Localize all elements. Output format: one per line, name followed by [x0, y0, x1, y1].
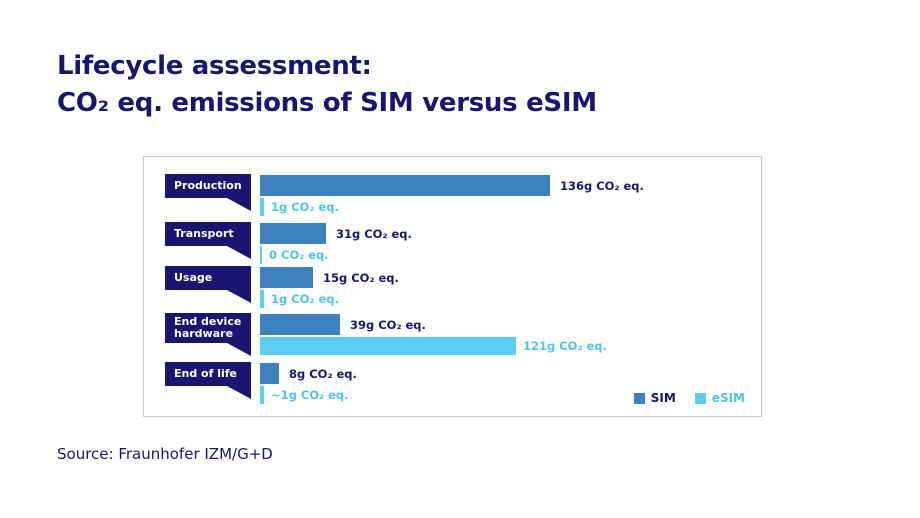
sim-value-label: 31g CO₂ eq.	[336, 226, 412, 241]
chart-rows: Production 136g CO₂ eq. 1g CO₂ eq. Trans…	[144, 157, 761, 416]
chart-panel: Production 136g CO₂ eq. 1g CO₂ eq. Trans…	[143, 156, 762, 417]
bar-group: 8g CO₂ eq. ~1g CO₂ eq.	[260, 363, 761, 404]
category-label-text: End of life	[174, 366, 238, 380]
legend-item-esim: eSIM	[694, 391, 745, 405]
esim-value-label: 121g CO₂ eq.	[523, 339, 607, 353]
esim-bar	[260, 386, 264, 404]
sim-bar	[260, 175, 550, 196]
sim-bar	[260, 363, 279, 384]
legend-label-sim: SIM	[650, 391, 676, 405]
sim-value-label: 15g CO₂ eq.	[323, 270, 399, 285]
category-label-pointer-icon	[227, 386, 251, 399]
bar-group: 15g CO₂ eq. 1g CO₂ eq.	[260, 267, 761, 308]
category-label: End device hardware	[165, 313, 251, 357]
chart-row: End of life 8g CO₂ eq. ~1g CO₂ eq.	[165, 362, 761, 407]
esim-swatch-icon	[694, 392, 706, 404]
category-label: End of life	[165, 362, 251, 399]
sim-bar	[260, 314, 340, 335]
category-label-pointer-icon	[227, 198, 251, 211]
chart-legend: SIM eSIM	[633, 391, 745, 405]
chart-row: End device hardware 39g CO₂ eq. 121g CO₂…	[165, 313, 761, 358]
source-caption: Source: Fraunhofer IZM/G+D	[57, 445, 273, 463]
bar-group: 31g CO₂ eq. 0 CO₂ eq.	[260, 223, 761, 264]
sim-bar	[260, 267, 313, 288]
page-title: Lifecycle assessment: CO₂ eq. emissions o…	[57, 48, 597, 122]
category-label: Usage	[165, 266, 251, 303]
esim-value-label: 1g CO₂ eq.	[271, 200, 339, 214]
category-label: Production	[165, 174, 251, 211]
category-label-pointer-icon	[227, 290, 251, 303]
legend-label-esim: eSIM	[711, 391, 745, 405]
bar-group: 136g CO₂ eq. 1g CO₂ eq.	[260, 175, 761, 216]
legend-item-sim: SIM	[633, 391, 676, 405]
chart-row: Usage 15g CO₂ eq. 1g CO₂ eq.	[165, 266, 761, 311]
esim-bar	[260, 246, 262, 264]
esim-bar	[260, 198, 264, 216]
chart-row: Transport 31g CO₂ eq. 0 CO₂ eq.	[165, 222, 761, 267]
title-line-2: CO₂ eq. emissions of SIM versus eSIM	[57, 88, 597, 118]
esim-value-label: 1g CO₂ eq.	[271, 292, 339, 306]
category-label-pointer-icon	[227, 246, 251, 259]
sim-bar	[260, 223, 326, 244]
esim-value-label: 0 CO₂ eq.	[269, 248, 329, 262]
chart-row: Production 136g CO₂ eq. 1g CO₂ eq.	[165, 174, 761, 219]
esim-bar	[260, 337, 516, 355]
category-label: Transport	[165, 222, 251, 259]
esim-value-label: ~1g CO₂ eq.	[271, 388, 349, 402]
bar-group: 39g CO₂ eq. 121g CO₂ eq.	[260, 314, 761, 355]
category-label-pointer-icon	[227, 343, 251, 357]
sim-swatch-icon	[633, 392, 645, 404]
sim-value-label: 39g CO₂ eq.	[350, 317, 426, 332]
category-label-text: Transport	[174, 226, 234, 240]
sim-value-label: 8g CO₂ eq.	[289, 366, 357, 381]
category-label-text: Production	[174, 178, 242, 192]
category-label-text: Usage	[174, 270, 213, 284]
sim-value-label: 136g CO₂ eq.	[560, 178, 644, 193]
esim-bar	[260, 290, 264, 308]
category-label-text: End device hardware	[174, 315, 242, 341]
title-line-1: Lifecycle assessment:	[57, 51, 372, 81]
